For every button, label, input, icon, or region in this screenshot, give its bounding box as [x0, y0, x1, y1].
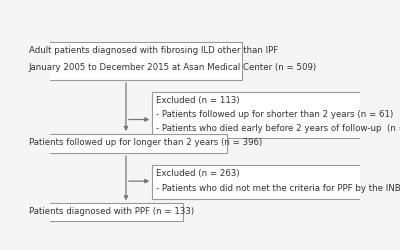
- FancyBboxPatch shape: [152, 92, 376, 138]
- FancyBboxPatch shape: [25, 42, 242, 80]
- FancyBboxPatch shape: [152, 165, 376, 200]
- Text: - Patients followed up for shorter than 2 years (n = 61): - Patients followed up for shorter than …: [156, 110, 393, 119]
- Text: January 2005 to December 2015 at Asan Medical Center (n = 509): January 2005 to December 2015 at Asan Me…: [29, 63, 317, 72]
- Text: Excluded (n = 113): Excluded (n = 113): [156, 96, 240, 105]
- Text: Excluded (n = 263): Excluded (n = 263): [156, 169, 240, 178]
- Text: - Patients who did not met the criteria for PPF by the INBUILD: - Patients who did not met the criteria …: [156, 184, 400, 193]
- FancyBboxPatch shape: [25, 203, 183, 220]
- Text: Patients followed up for longer than 2 years (n = 396): Patients followed up for longer than 2 y…: [29, 138, 262, 147]
- Text: Patients diagnosed with PPF (n = 133): Patients diagnosed with PPF (n = 133): [29, 208, 194, 216]
- Text: Adult patients diagnosed with fibrosing ILD other than IPF: Adult patients diagnosed with fibrosing …: [29, 46, 278, 56]
- FancyBboxPatch shape: [25, 134, 227, 153]
- Text: - Patients who died early before 2 years of follow-up  (n = 52): - Patients who died early before 2 years…: [156, 124, 400, 133]
